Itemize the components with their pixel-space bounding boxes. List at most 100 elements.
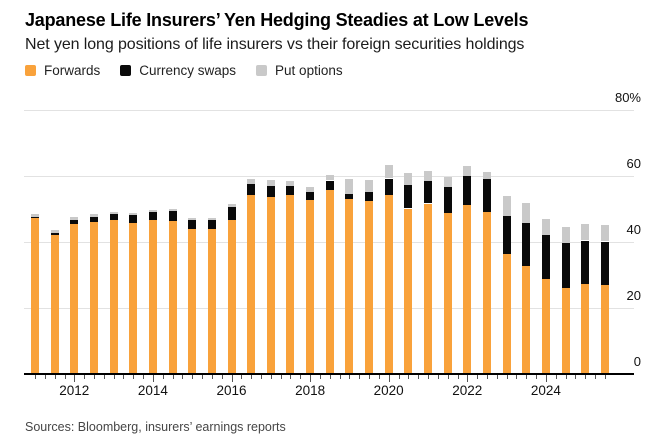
bar-segment-forwards [502,254,511,374]
bar-segment-forwards [365,200,373,374]
bar-segment-put-options [70,217,79,220]
bar-segment-put-options [482,171,491,179]
x-axis-tick [536,374,538,379]
x-axis-year-label-2020: 2020 [373,382,404,398]
x-axis-year-label-2016: 2016 [216,382,247,398]
bar-segment-forwards [522,265,531,374]
legend-item-forwards: Forwards [25,63,100,78]
x-axis-year-tick [74,374,76,382]
bar-segment-forwards [345,198,354,374]
x-axis-year-label-2012: 2012 [59,382,90,398]
legend-swatch-currency-swaps-icon [120,65,132,76]
x-axis-year-label-2018: 2018 [295,382,326,398]
x-axis-tick [123,374,125,379]
x-axis-tick [251,374,253,379]
bar-segment-currency-swaps [463,176,472,206]
legend-label-put-options: Put options [275,63,343,78]
x-axis-tick [398,374,400,379]
x-axis-tick [192,374,194,379]
gridline-80 [24,109,634,111]
legend-swatch-put-options-icon [256,65,268,76]
bar-segment-put-options [404,172,413,186]
bar-segment-put-options [463,166,472,177]
chart-subtitle: Net yen long positions of life insurers … [25,36,525,53]
x-axis-tick [516,374,518,379]
bar-segment-forwards [247,194,256,374]
x-axis-tick [437,374,439,379]
y-axis-label-60: 60 [626,155,641,171]
x-axis-tick [604,374,606,379]
x-axis-tick [64,374,66,379]
bar-segment-currency-swaps [286,186,295,196]
y-axis-label-0: 0 [633,353,641,369]
x-axis-tick [339,374,341,379]
bar-segment-forwards [70,224,79,374]
x-axis-tick [241,374,243,379]
bar-segment-forwards [325,190,334,374]
bar-segment-put-options [424,170,432,182]
x-axis-tick [585,374,587,379]
x-axis-tick [280,374,282,379]
bar-segment-forwards [286,195,295,374]
bar-segment-put-options [31,213,39,217]
bar-segment-put-options [266,180,275,186]
bar-segment-currency-swaps [247,183,256,195]
bar-segment-currency-swaps [89,217,98,222]
x-axis-tick [506,374,508,379]
x-axis-tick [162,374,164,379]
x-axis-tick [359,374,361,379]
bar-segment-forwards [109,220,118,374]
bar-segment-put-options [286,181,295,187]
bar-segment-put-options [384,165,393,179]
bar-segment-forwards [148,220,157,374]
x-axis-year-label-2014: 2014 [137,382,168,398]
bar-segment-put-options [207,217,216,220]
bar-segment-forwards [581,284,590,374]
bar-segment-put-options [129,213,138,216]
x-axis-tick [143,374,145,379]
bar-segment-forwards [227,219,236,374]
legend-item-currency-swaps: Currency swaps [120,63,236,78]
x-axis-tick [172,374,174,379]
x-axis-tick [182,374,184,379]
x-axis-tick [408,374,410,379]
bar-segment-forwards [207,228,216,374]
bar-segment-currency-swaps [266,186,275,197]
bar-segment-put-options [227,203,236,208]
x-axis-tick [84,374,86,379]
x-axis-tick [319,374,321,379]
bar-segment-put-options [522,202,531,223]
x-axis-tick [93,374,95,379]
bar-segment-put-options [89,214,98,217]
bar-segment-forwards [168,221,177,374]
x-axis-tick [428,374,429,379]
x-axis-tick [113,374,115,379]
chart-title: Japanese Life Insurers’ Yen Hedging Stea… [25,10,529,30]
bar-segment-currency-swaps [522,222,531,266]
bar-segment-forwards [384,195,393,374]
bar-segment-forwards [31,218,39,374]
x-axis-tick [565,374,567,379]
x-axis-year-tick [545,374,547,382]
bar-segment-currency-swaps [600,241,609,285]
x-axis-tick [595,374,596,379]
bar-segment-currency-swaps [70,219,79,225]
bar-segment-forwards [424,203,432,374]
x-axis-year-tick [467,374,469,382]
x-axis-tick [369,374,370,379]
bar-segment-put-options [247,178,256,184]
bar-segment-forwards [266,196,275,374]
x-axis-year-tick [310,374,312,382]
bar-segment-forwards [129,223,138,374]
x-axis-tick [270,374,272,379]
x-axis-year-label-2022: 2022 [452,382,483,398]
legend-swatch-forwards-icon [25,65,36,76]
bar-segment-currency-swaps [50,232,59,235]
bar-segment-currency-swaps [541,235,550,280]
x-axis-tick [103,374,105,379]
bar-segment-put-options [188,218,197,221]
bar-segment-forwards [89,222,98,374]
bar-segment-currency-swaps [129,215,138,223]
bar-segment-currency-swaps [188,220,197,229]
